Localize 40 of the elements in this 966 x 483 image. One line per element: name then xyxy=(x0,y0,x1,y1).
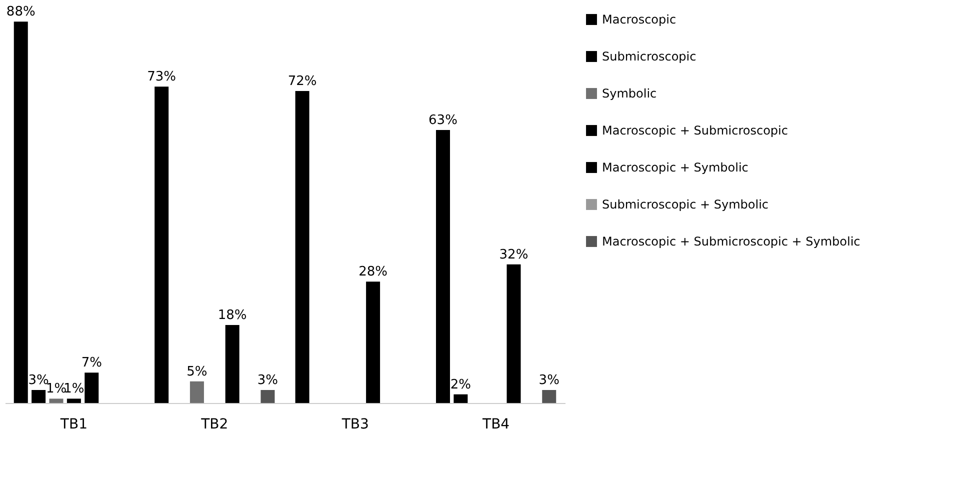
legend-label: Macroscopic + Submicroscopic + Symbolic xyxy=(602,234,860,248)
data-label: 72% xyxy=(288,74,317,89)
bar xyxy=(225,325,240,403)
data-label: 2% xyxy=(450,377,471,392)
legend-label: Macroscopic + Submicroscopic xyxy=(602,124,788,138)
data-label: 73% xyxy=(147,70,176,85)
data-label: 88% xyxy=(6,4,36,20)
bar xyxy=(295,91,310,403)
bar xyxy=(84,372,99,403)
bar xyxy=(260,390,275,403)
bar xyxy=(542,390,556,403)
bar xyxy=(436,130,450,403)
data-label: 3% xyxy=(28,373,49,388)
bar xyxy=(366,282,380,403)
bar xyxy=(454,394,468,403)
data-label: 5% xyxy=(186,364,208,380)
data-label: 3% xyxy=(257,373,278,388)
x-tick-label: TB1 xyxy=(59,416,88,432)
bar xyxy=(506,264,521,403)
data-label: 3% xyxy=(538,373,560,388)
bar xyxy=(66,398,81,403)
x-tick-label: TB3 xyxy=(340,416,369,432)
x-tick-label: TB4 xyxy=(482,416,510,432)
data-label: 18% xyxy=(218,308,247,323)
data-label: 7% xyxy=(81,356,102,371)
bar xyxy=(190,381,204,403)
bar xyxy=(32,390,46,403)
data-label: 28% xyxy=(358,264,388,280)
legend-label: Submicroscopic xyxy=(602,50,696,64)
x-tick-label: TB2 xyxy=(200,416,228,432)
legend-label: Submicroscopic + Symbolic xyxy=(602,198,769,212)
legend-label: Symbolic xyxy=(602,86,657,100)
legend-label: Macroscopic xyxy=(602,12,676,26)
bar xyxy=(154,86,169,403)
data-label: 63% xyxy=(428,113,458,128)
bar xyxy=(49,398,64,403)
data-label: 32% xyxy=(499,247,528,262)
bar xyxy=(14,22,28,403)
legend-label: Macroscopic + Symbolic xyxy=(602,160,748,174)
data-label: 1% xyxy=(64,382,84,397)
